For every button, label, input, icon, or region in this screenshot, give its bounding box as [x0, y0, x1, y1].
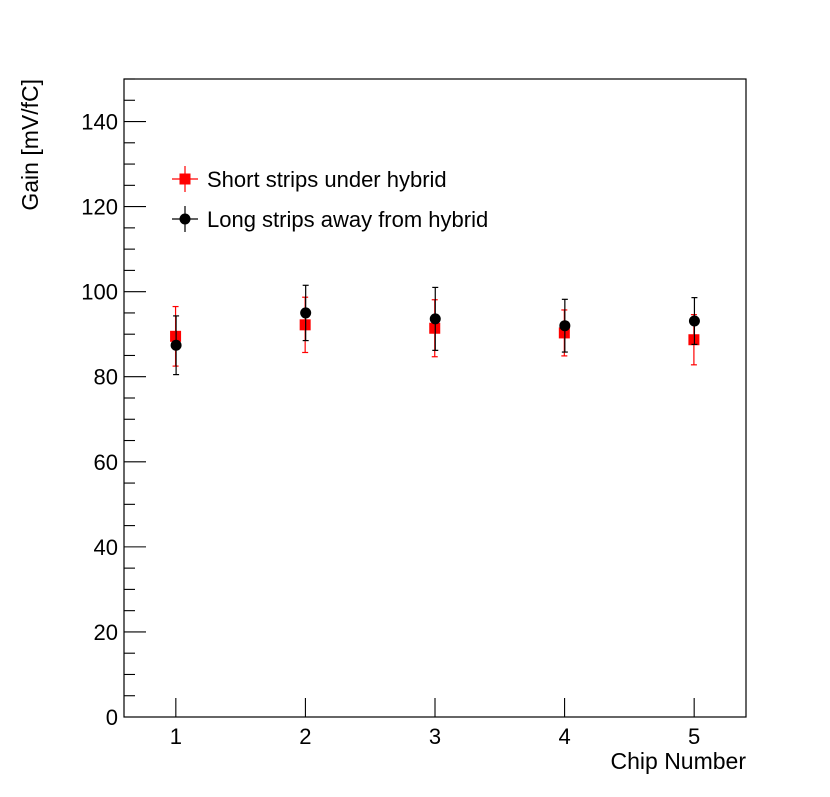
y-tick-label: 0 — [106, 705, 118, 730]
legend-marker-circle — [179, 213, 191, 225]
data-series — [170, 284, 700, 376]
legend-entry-1: Short strips under hybrid — [172, 166, 447, 192]
x-tick-label: 5 — [688, 724, 700, 749]
x-axis: 1 2 3 4 5 — [170, 698, 700, 749]
data-point-circle — [688, 315, 700, 327]
x-tick-label: 2 — [299, 724, 311, 749]
y-tick-label: 120 — [81, 195, 118, 220]
legend-marker-square — [179, 173, 191, 185]
legend: Short strips under hybrid Long strips awa… — [172, 166, 488, 232]
legend-label: Short strips under hybrid — [207, 167, 447, 192]
y-axis-title: Gain [mV/fC] — [17, 79, 43, 211]
series-2 — [170, 284, 700, 376]
y-tick-label: 20 — [94, 620, 118, 645]
y-tick-label: 40 — [94, 535, 118, 560]
x-tick-label: 3 — [429, 724, 441, 749]
data-point-circle — [170, 339, 182, 351]
y-tick-label: 60 — [94, 450, 118, 475]
y-tick-label: 100 — [81, 280, 118, 305]
legend-label: Long strips away from hybrid — [207, 207, 488, 232]
y-tick-label: 80 — [94, 365, 118, 390]
data-point-circle — [300, 307, 312, 319]
data-point-circle — [559, 320, 571, 332]
legend-entry-2: Long strips away from hybrid — [172, 206, 488, 232]
x-axis-title: Chip Number — [611, 748, 747, 774]
data-point-circle — [429, 313, 441, 325]
x-tick-label: 1 — [170, 724, 182, 749]
y-tick-label: 140 — [81, 110, 118, 135]
x-tick-label: 4 — [558, 724, 570, 749]
y-axis: 0 20 40 60 80 100 120 140 — [81, 78, 146, 730]
